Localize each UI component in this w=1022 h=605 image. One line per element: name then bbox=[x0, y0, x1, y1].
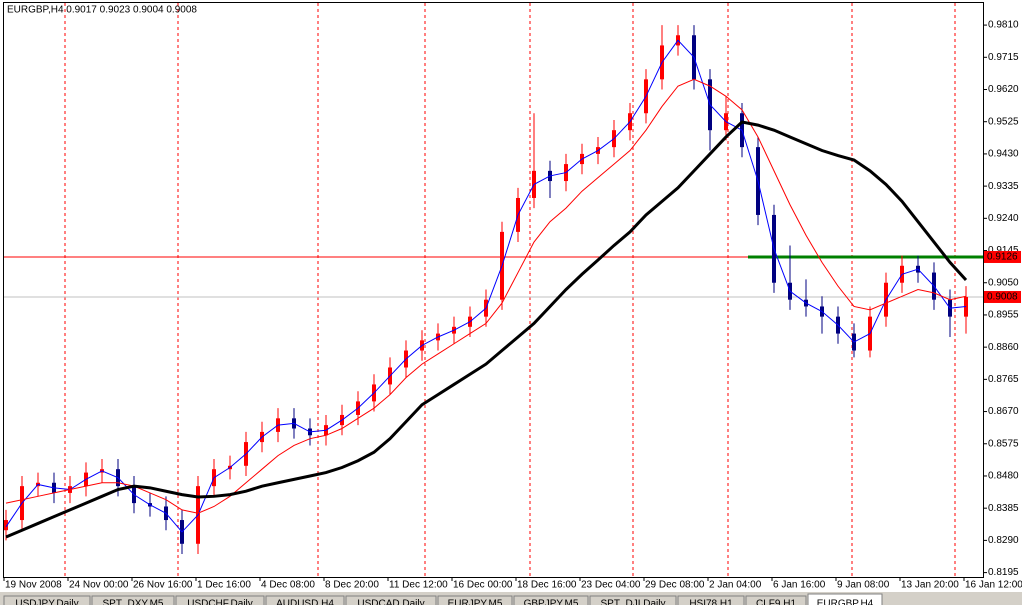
tab[interactable] bbox=[437, 595, 513, 605]
x-tick-label: 11 Dec 12:00 bbox=[389, 580, 448, 591]
y-tick-label: 0.8670 bbox=[988, 406, 1019, 417]
tab-label[interactable]: USDCHF,Daily bbox=[187, 599, 253, 605]
tab-label[interactable]: SPT_DXY,M5 bbox=[103, 599, 164, 605]
x-tick-label: 8 Dec 20:00 bbox=[325, 580, 379, 591]
x-tick-label: 16 Jan 12:00 bbox=[965, 580, 1022, 591]
tab[interactable] bbox=[345, 595, 437, 605]
x-tick-label: 19 Nov 2008 bbox=[5, 580, 62, 591]
x-tick-label: 13 Jan 20:00 bbox=[901, 580, 959, 591]
x-tick-label: 23 Dec 04:00 bbox=[581, 580, 641, 591]
tab[interactable] bbox=[265, 595, 345, 605]
y-tick-label: 0.9145 bbox=[988, 245, 1019, 256]
y-tick-label: 0.9335 bbox=[988, 181, 1019, 192]
ma-line bbox=[5, 78, 967, 514]
price-label-box bbox=[984, 290, 1021, 303]
x-tick-label: 4 Dec 08:00 bbox=[261, 580, 315, 591]
x-tick-label: 2 Jan 04:00 bbox=[709, 580, 762, 591]
x-tick-label: 9 Jan 08:00 bbox=[837, 580, 890, 591]
y-tick-label: 0.9620 bbox=[988, 84, 1019, 95]
tab[interactable] bbox=[513, 595, 589, 605]
x-tick-label: 18 Dec 16:00 bbox=[517, 580, 577, 591]
price-label-box bbox=[984, 250, 1021, 263]
x-tick-label: 16 Dec 00:00 bbox=[453, 580, 513, 591]
y-tick-label: 0.8860 bbox=[988, 342, 1019, 353]
y-tick-label: 0.9050 bbox=[988, 277, 1019, 288]
y-tick-label: 0.8195 bbox=[988, 567, 1019, 578]
tab[interactable] bbox=[3, 595, 91, 605]
y-tick-label: 0.9810 bbox=[988, 20, 1019, 31]
tab[interactable] bbox=[745, 595, 807, 605]
tab[interactable] bbox=[91, 595, 175, 605]
tab-label[interactable]: SPT_DJI,Daily bbox=[600, 599, 665, 605]
y-tick-label: 0.9715 bbox=[988, 52, 1019, 63]
y-tick-label: 0.8575 bbox=[988, 438, 1019, 449]
x-tick-label: 1 Dec 16:00 bbox=[197, 580, 251, 591]
y-tick-label: 0.8765 bbox=[988, 374, 1019, 385]
x-tick-label: 6 Jan 16:00 bbox=[773, 580, 826, 591]
tab[interactable] bbox=[589, 595, 677, 605]
y-tick-label: 0.8290 bbox=[988, 535, 1019, 546]
plot-frame bbox=[3, 2, 984, 578]
price-label: 0.9126 bbox=[987, 252, 1018, 263]
tab[interactable] bbox=[175, 595, 265, 605]
y-tick-label: 0.8480 bbox=[988, 471, 1019, 482]
y-tick-label: 0.9525 bbox=[988, 116, 1019, 127]
y-tick-label: 0.9430 bbox=[988, 149, 1019, 160]
y-tick-label: 0.9240 bbox=[988, 213, 1019, 224]
tab[interactable] bbox=[677, 595, 745, 605]
tab-label[interactable]: GBPJPY,M5 bbox=[524, 599, 579, 605]
x-tick-label: 26 Nov 16:00 bbox=[133, 580, 193, 591]
tab[interactable] bbox=[807, 593, 883, 605]
tab-label[interactable]: USDCAD,Daily bbox=[357, 599, 424, 605]
candle-body bbox=[4, 520, 8, 531]
chart-title: EURGBP,H4 0.9017 0.9023 0.9004 0.9008 bbox=[7, 5, 197, 16]
price-label: 0.9008 bbox=[987, 292, 1018, 303]
y-tick-label: 0.8385 bbox=[988, 503, 1019, 514]
x-tick-label: 29 Dec 08:00 bbox=[645, 580, 705, 591]
x-tick-label: 24 Nov 00:00 bbox=[69, 580, 129, 591]
tab-label[interactable]: AUDUSD,H4 bbox=[276, 599, 334, 605]
tab-label[interactable]: USDJPY,Daily bbox=[15, 599, 78, 605]
ma-line bbox=[5, 39, 967, 533]
tab-label[interactable]: HSI78,H1 bbox=[689, 599, 733, 605]
tab-label[interactable]: EURJPY,M5 bbox=[448, 599, 503, 605]
y-tick-label: 0.8955 bbox=[988, 310, 1019, 321]
ma-line bbox=[5, 120, 968, 539]
tab-label[interactable]: EURGBP,H4 bbox=[817, 599, 874, 605]
tab-label[interactable]: CLF9,H1 bbox=[756, 599, 796, 605]
